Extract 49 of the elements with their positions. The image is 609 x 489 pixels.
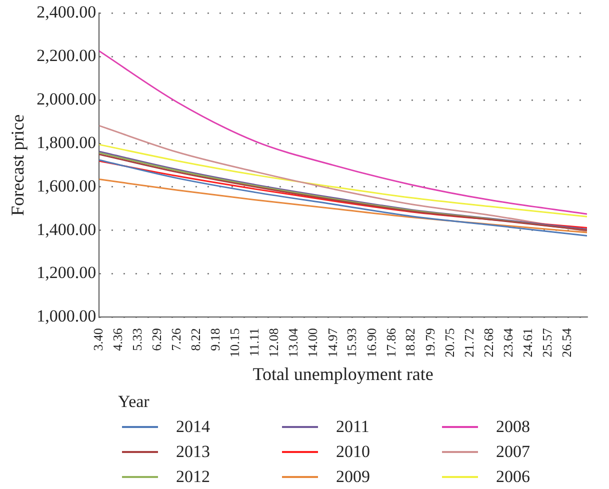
x-tick-label: 24.61	[520, 328, 535, 358]
legend-label: 2007	[496, 442, 530, 462]
y-tick-label: 1,000.00	[36, 306, 96, 326]
x-tick-label: 18.82	[402, 328, 418, 358]
x-tick-label: 4.36	[110, 328, 125, 351]
y-tick-label: 1,800.00	[36, 132, 96, 152]
x-tick-label: 7.26	[168, 328, 184, 351]
x-tick-label: 14.97	[324, 328, 340, 358]
y-tick-label: 2,400.00	[36, 2, 96, 22]
y-axis-title: Forecast price	[8, 114, 28, 216]
x-tick-label: 10.15	[227, 328, 242, 358]
legend-label: 2008	[496, 416, 530, 436]
y-tick-label: 1,200.00	[36, 263, 96, 282]
x-tick-label: 9.18	[208, 328, 223, 351]
line-series	[99, 144, 587, 218]
legend-label: 2013	[176, 442, 210, 462]
x-tick-label: 12.08	[266, 328, 282, 358]
x-tick-label: 3.40	[90, 328, 106, 351]
legend-label: 2012	[176, 466, 210, 486]
legend-label: 2011	[336, 416, 370, 436]
line-series	[99, 124, 587, 232]
legend-label: 2014	[176, 416, 210, 436]
x-tick-label: 14.00	[305, 328, 320, 358]
x-tick-label: 23.64	[500, 328, 516, 358]
legend-label: 2010	[336, 442, 370, 462]
line-series	[99, 178, 587, 234]
x-tick-label: 19.79	[422, 328, 438, 358]
line-series	[99, 50, 587, 215]
y-tick-label: 2,000.00	[36, 90, 96, 109]
x-tick-label: 11.11	[246, 328, 262, 356]
legend-title: Year	[118, 392, 150, 412]
x-tick-label: 5.33	[130, 328, 145, 351]
legend-label: 2006	[496, 466, 530, 486]
x-tick-label: 8.22	[188, 328, 204, 351]
x-tick-label: 25.57	[539, 328, 554, 358]
y-tick-label: 2,200.00	[36, 46, 96, 66]
x-tick-label: 20.75	[442, 328, 457, 358]
y-tick-label: 1,600.00	[36, 176, 96, 196]
x-tick-label: 6.29	[149, 328, 164, 351]
x-axis-title: Total unemployment rate	[252, 364, 434, 384]
x-tick-label: 22.68	[480, 328, 496, 358]
x-tick-label: 26.54	[558, 328, 574, 358]
legend-label: 2009	[336, 466, 370, 486]
x-tick-label: 21.72	[461, 328, 476, 358]
x-tick-label: 16.90	[364, 328, 379, 358]
x-tick-label: 15.93	[344, 328, 360, 358]
x-tick-label: 17.86	[383, 328, 398, 358]
y-tick-label: 1,400.00	[36, 220, 96, 239]
x-tick-label: 13.04	[286, 328, 301, 358]
